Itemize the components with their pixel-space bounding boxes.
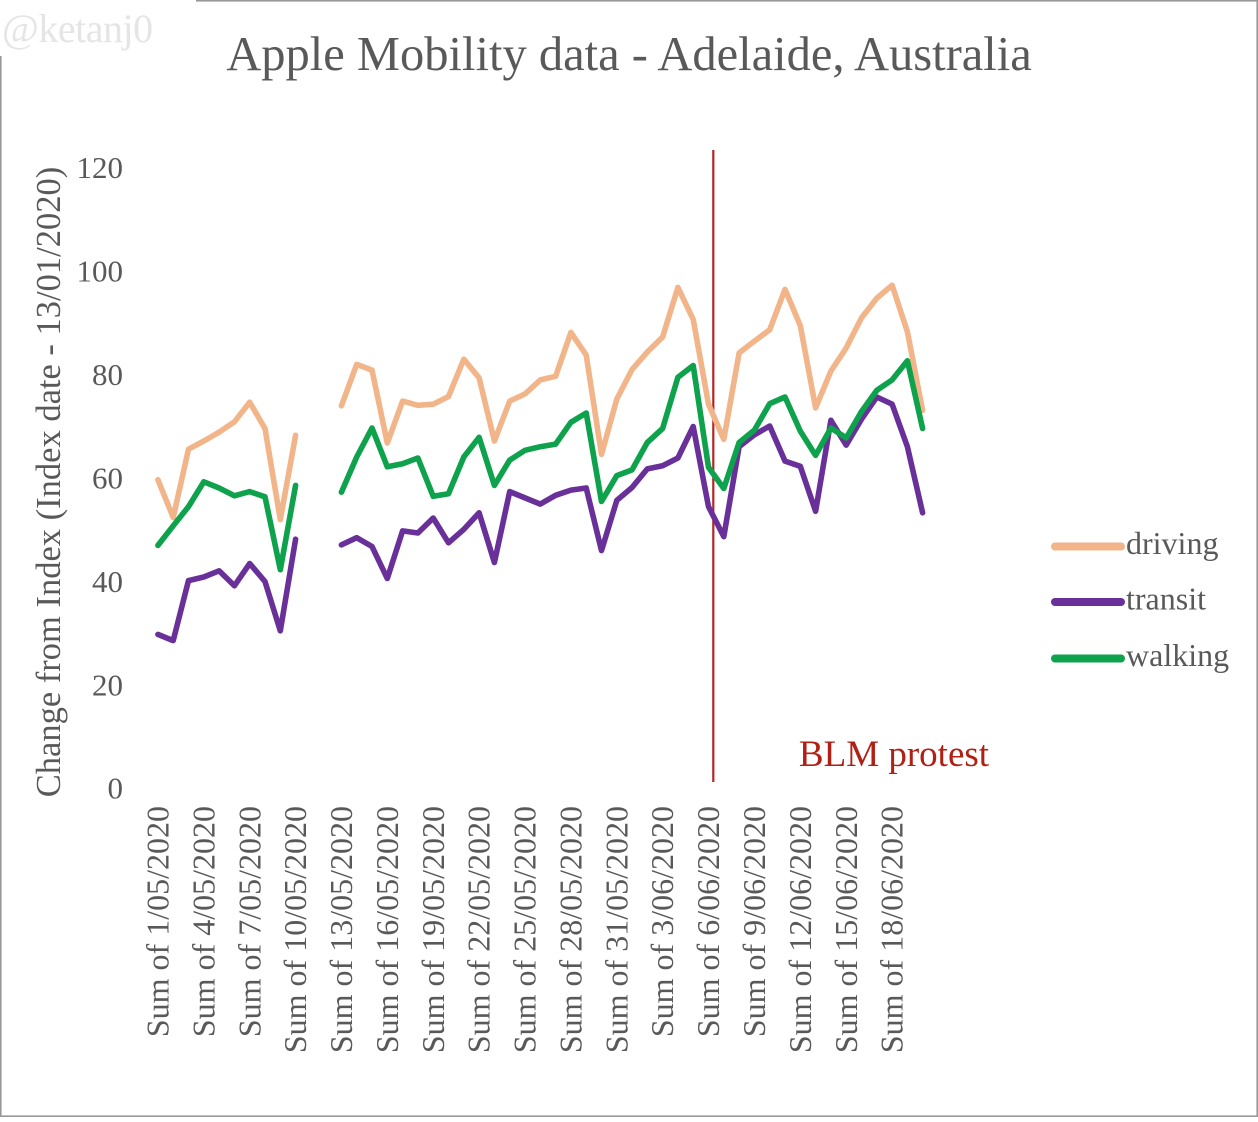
svg-text:Sum of 22/05/2020: Sum of 22/05/2020 (461, 806, 497, 1053)
svg-text:Sum of 7/05/2020: Sum of 7/05/2020 (231, 806, 267, 1037)
svg-text:Sum of 4/05/2020: Sum of 4/05/2020 (185, 806, 221, 1037)
svg-text:Sum of 25/05/2020: Sum of 25/05/2020 (507, 806, 543, 1053)
svg-text:Sum of 16/05/2020: Sum of 16/05/2020 (369, 806, 405, 1053)
svg-text:walking: walking (1126, 637, 1229, 673)
svg-text:120: 120 (77, 150, 124, 185)
svg-text:Sum of 10/05/2020: Sum of 10/05/2020 (277, 806, 313, 1053)
svg-text:Sum of 31/05/2020: Sum of 31/05/2020 (598, 806, 634, 1053)
svg-text:40: 40 (92, 564, 123, 599)
svg-text:100: 100 (77, 254, 124, 289)
svg-text:Sum of 19/05/2020: Sum of 19/05/2020 (415, 806, 451, 1053)
svg-text:80: 80 (92, 357, 123, 392)
svg-text:Sum of 1/05/2020: Sum of 1/05/2020 (140, 806, 176, 1037)
svg-text:Sum of 15/06/2020: Sum of 15/06/2020 (828, 806, 864, 1053)
svg-text:transit: transit (1126, 581, 1206, 617)
svg-text:60: 60 (92, 460, 123, 495)
svg-text:Sum of 6/06/2020: Sum of 6/06/2020 (690, 806, 726, 1037)
svg-text:Apple Mobility data - Adelaide: Apple Mobility data - Adelaide, Australi… (226, 28, 1031, 81)
svg-text:Sum of 9/06/2020: Sum of 9/06/2020 (736, 806, 772, 1037)
svg-text:Sum of 18/06/2020: Sum of 18/06/2020 (874, 806, 910, 1053)
svg-text:BLM protest: BLM protest (799, 734, 990, 775)
svg-text:Sum of 28/05/2020: Sum of 28/05/2020 (553, 806, 589, 1053)
svg-text:Sum of 13/05/2020: Sum of 13/05/2020 (323, 806, 359, 1053)
svg-text:driving: driving (1126, 525, 1218, 561)
svg-text:Sum of 3/06/2020: Sum of 3/06/2020 (644, 806, 680, 1037)
svg-text:Change from Index (Index date: Change from Index (Index date - 13/01/20… (30, 167, 68, 797)
svg-text:Sum of 12/06/2020: Sum of 12/06/2020 (782, 806, 818, 1053)
svg-text:0: 0 (108, 771, 124, 806)
svg-text:20: 20 (92, 667, 123, 702)
svg-text:@ketanj0: @ketanj0 (2, 6, 153, 51)
